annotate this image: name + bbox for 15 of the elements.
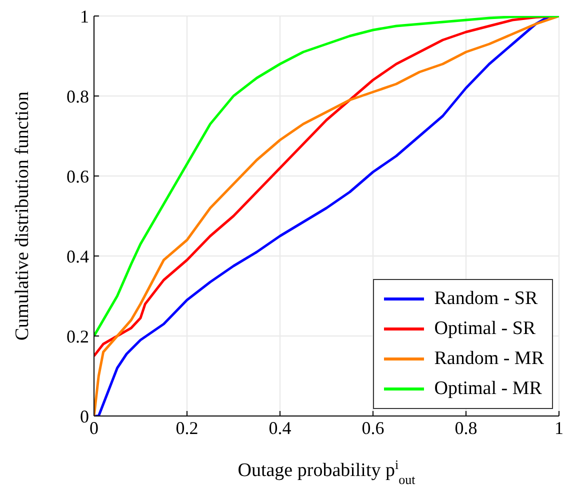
x-tick-label: 0.8 xyxy=(454,418,478,438)
legend-label: Random - MR xyxy=(434,348,544,370)
y-tick-label: 0.8 xyxy=(66,86,89,106)
y-tick-label: 1 xyxy=(80,6,89,26)
x-tick-label: 0.2 xyxy=(176,418,198,438)
legend-label: Optimal - MR xyxy=(434,378,542,400)
x-tick-label: 0.6 xyxy=(362,418,384,438)
y-axis-title: Cumulative distribution function xyxy=(12,90,33,341)
y-tick-label: 0.6 xyxy=(66,166,89,186)
y-tick-label: 0.4 xyxy=(66,246,89,266)
legend-label: Optimal - SR xyxy=(434,318,536,340)
legend-label: Random - SR xyxy=(434,288,538,310)
x-tick-label: 1 xyxy=(554,418,564,438)
y-tick-label: 0.2 xyxy=(66,326,89,346)
x-tick-label: 0.4 xyxy=(268,418,292,438)
